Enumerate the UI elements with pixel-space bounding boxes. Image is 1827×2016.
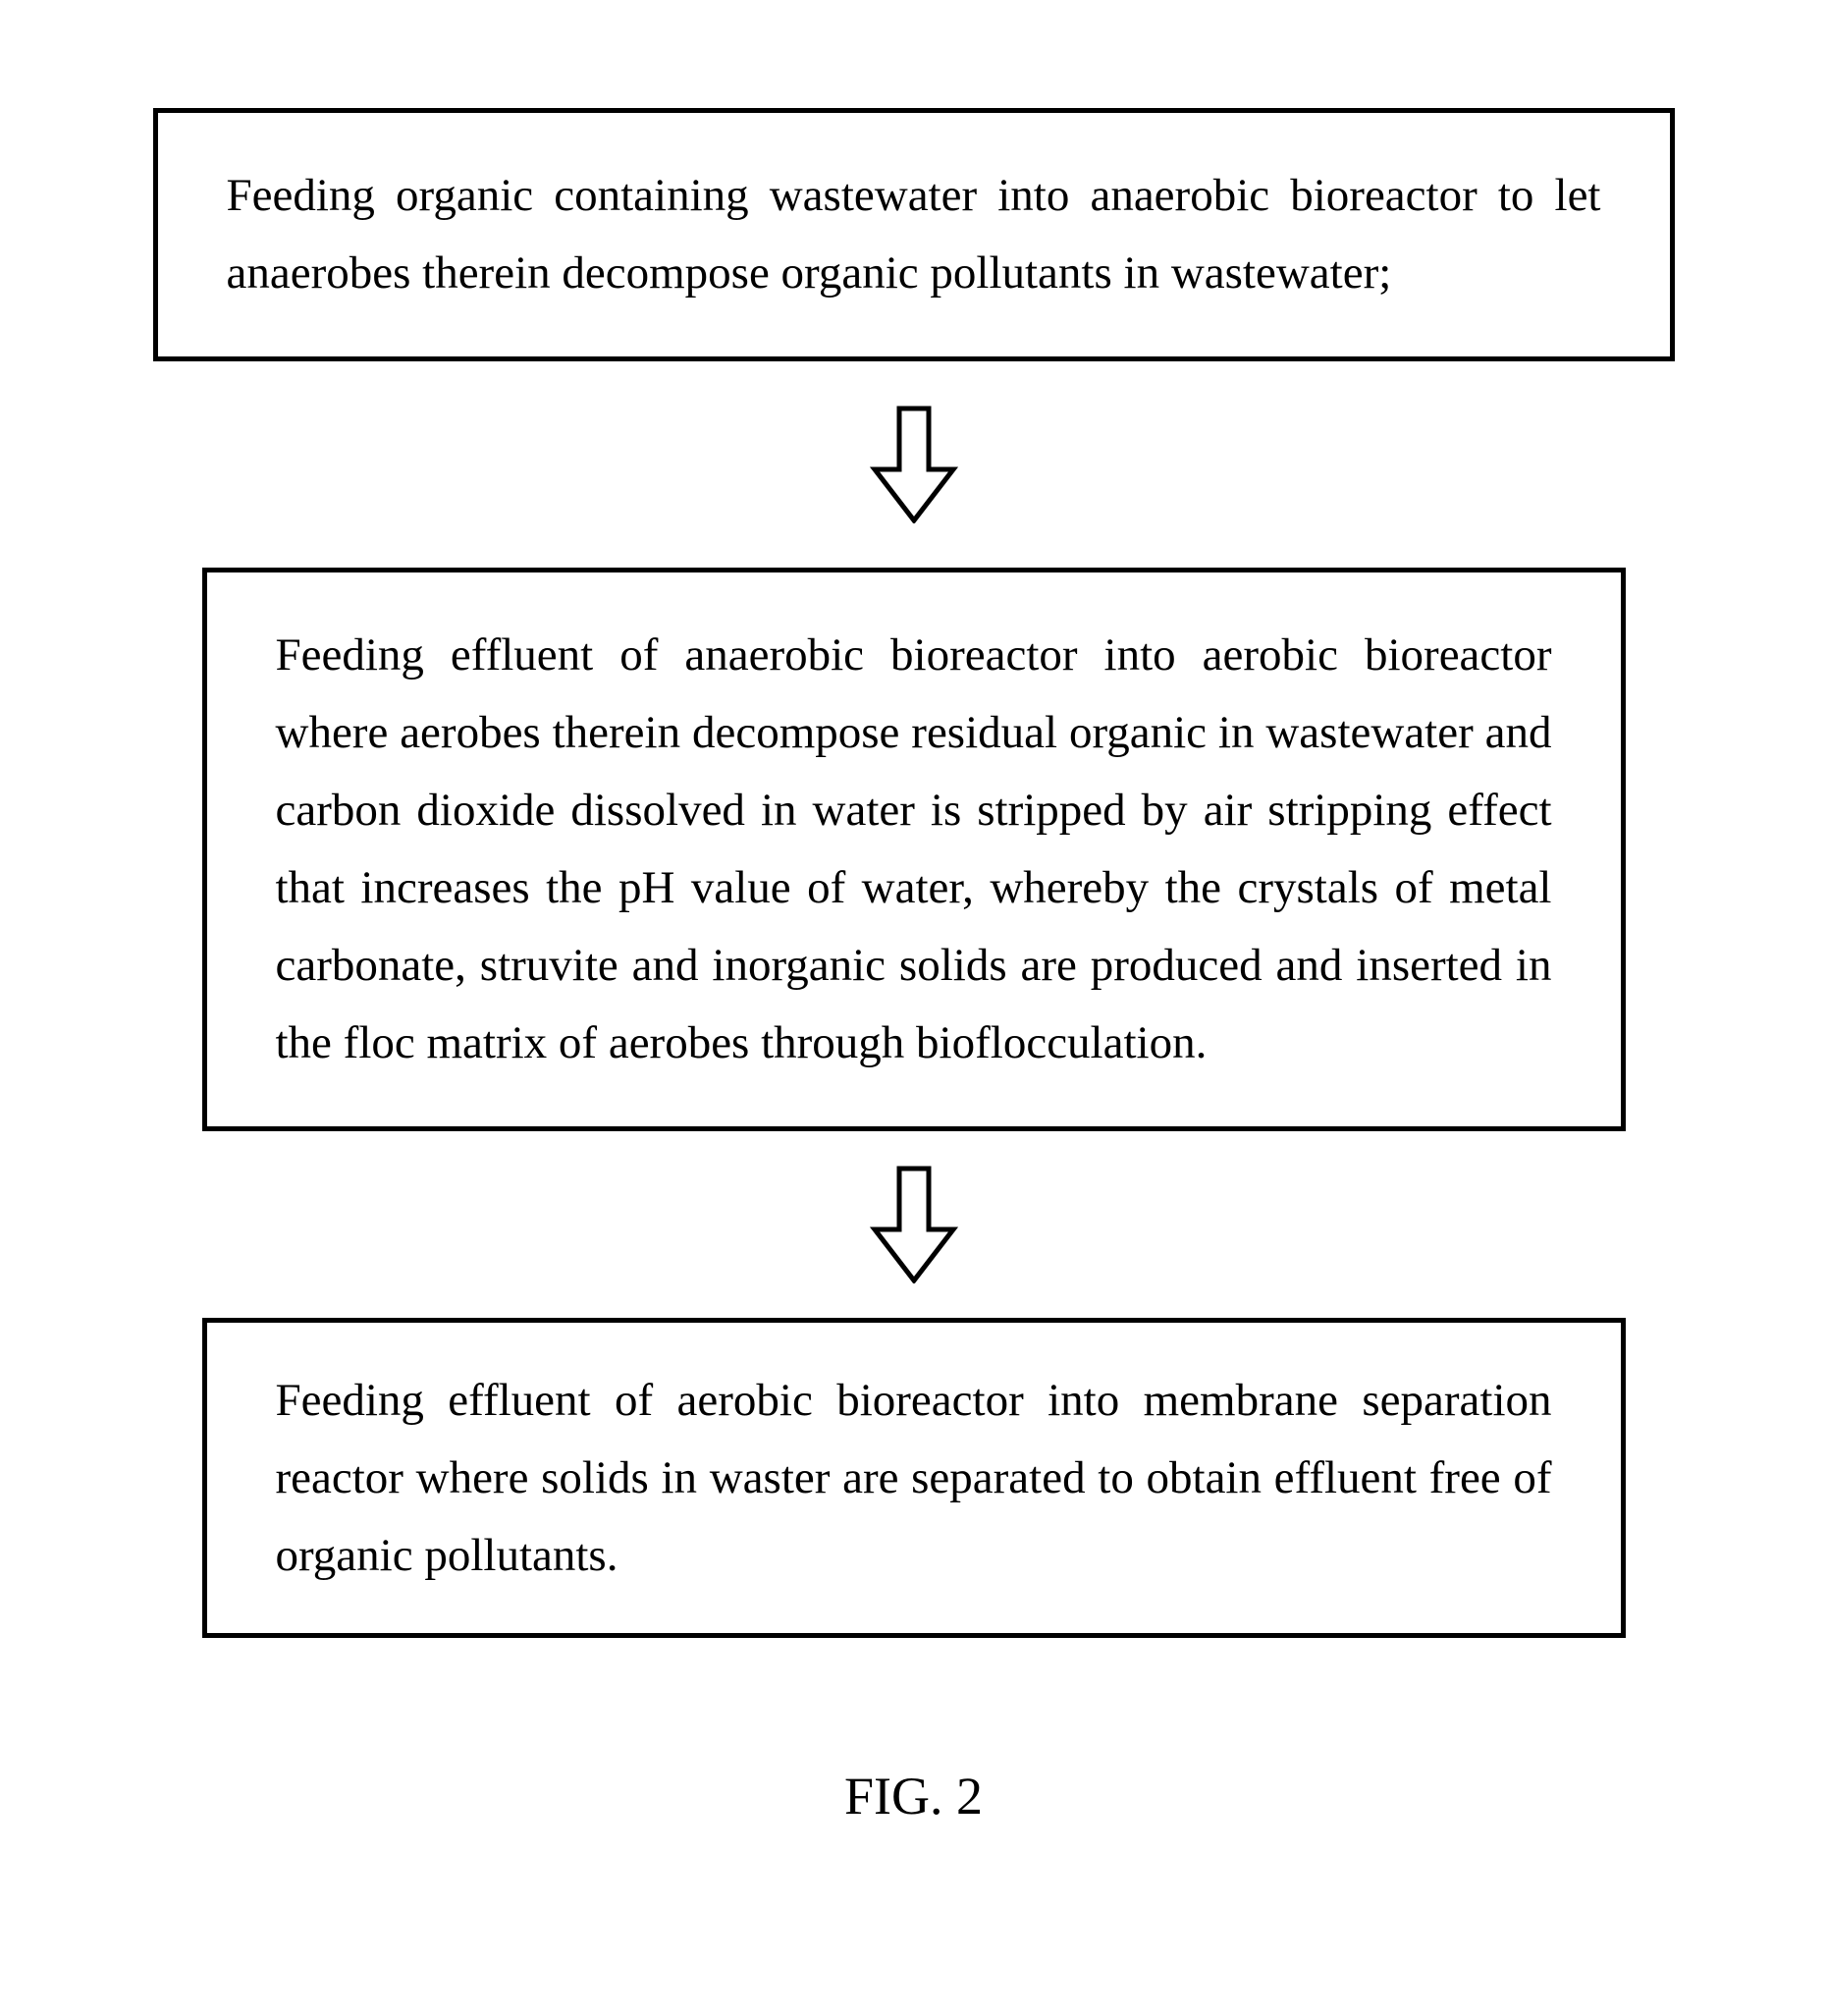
figure-label: FIG. 2 (844, 1766, 983, 1826)
flowchart-box-step2: Feeding effluent of anaerobic bioreactor… (202, 568, 1626, 1131)
down-arrow-icon (870, 1166, 958, 1283)
box-text-step3: Feeding effluent of aerobic bioreactor i… (276, 1362, 1552, 1595)
flowchart-container: Feeding organic containing wastewater in… (0, 0, 1827, 1826)
down-arrow-icon (870, 406, 958, 523)
box-text-step1: Feeding organic containing wastewater in… (227, 157, 1601, 312)
arrow-1 (870, 406, 958, 523)
arrow-2 (870, 1166, 958, 1283)
flowchart-box-step1: Feeding organic containing wastewater in… (153, 108, 1675, 361)
box-text-step2: Feeding effluent of anaerobic bioreactor… (276, 617, 1552, 1082)
flowchart-box-step3: Feeding effluent of aerobic bioreactor i… (202, 1318, 1626, 1639)
